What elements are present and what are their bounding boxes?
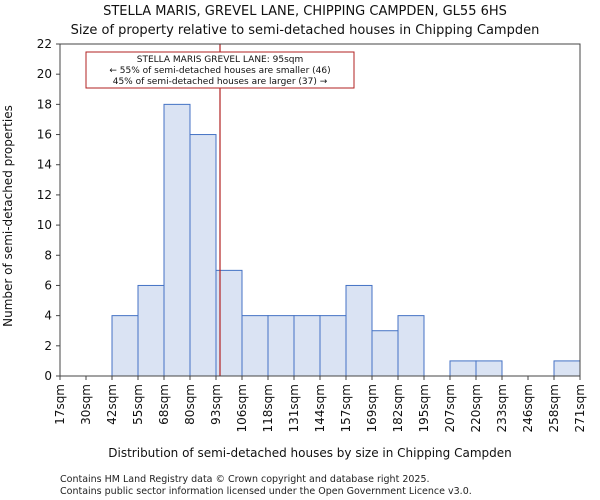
x-tick-label: 106sqm xyxy=(235,384,249,432)
bar-42sqm xyxy=(111,315,139,377)
bar-131sqm xyxy=(293,315,321,377)
chart-subtitle: Size of property relative to semi-detach… xyxy=(71,23,540,38)
x-tick-label: 131sqm xyxy=(287,384,301,432)
bar-220sqm xyxy=(475,360,503,377)
x-tick-label: 93sqm xyxy=(209,384,223,425)
x-tick-label: 195sqm xyxy=(417,384,431,432)
x-axis-ticks: 17sqm 30sqm 42sqm 55sqm 68sqm 80sqm 93sqm 106sq… xyxy=(53,376,587,432)
y-tick-label: 0 xyxy=(44,369,52,383)
annotation-smaller: ← 55% of semi-detached houses are smalle… xyxy=(109,66,330,76)
x-tick-label: 169sqm xyxy=(365,384,379,432)
x-tick-label: 118sqm xyxy=(261,384,275,432)
y-tick-label: 20 xyxy=(37,67,52,81)
footer-line-2: Contains public sector information licen… xyxy=(60,486,472,497)
y-tick-label: 14 xyxy=(37,158,52,172)
x-tick-label: 157sqm xyxy=(339,384,353,432)
y-tick-label: 2 xyxy=(44,339,52,353)
annotation-larger: 45% of semi-detached houses are larger (… xyxy=(113,77,328,87)
annotation-title: STELLA MARIS GREVEL LANE: 95sqm xyxy=(137,55,304,65)
bar-258sqm xyxy=(553,360,581,377)
bars-group xyxy=(111,103,581,377)
chart-title: STELLA MARIS, GREVEL LANE, CHIPPING CAMP… xyxy=(103,4,507,19)
bar-182sqm xyxy=(397,315,425,377)
x-tick-label: 30sqm xyxy=(79,384,93,425)
x-tick-label: 144sqm xyxy=(313,384,327,432)
x-tick-label: 17sqm xyxy=(53,384,67,425)
x-tick-label: 182sqm xyxy=(391,384,405,432)
bar-68sqm xyxy=(163,103,191,377)
y-axis-label: Number of semi-detached properties xyxy=(1,105,15,327)
annotation-box: STELLA MARIS GREVEL LANE: 95sqm ← 55% of… xyxy=(85,51,355,89)
y-tick-label: 4 xyxy=(44,309,52,323)
x-tick-label: 246sqm xyxy=(521,384,535,432)
x-tick-label: 258sqm xyxy=(547,384,561,432)
x-tick-label: 271sqm xyxy=(573,384,587,432)
bar-80sqm xyxy=(189,134,217,377)
x-tick-label: 220sqm xyxy=(469,384,483,432)
bar-169sqm xyxy=(371,330,399,377)
x-tick-label: 80sqm xyxy=(183,384,197,425)
bar-157sqm xyxy=(345,284,373,377)
bar-118sqm xyxy=(267,315,295,377)
x-tick-label: 55sqm xyxy=(131,384,145,425)
y-tick-label: 18 xyxy=(37,97,52,111)
footer-line-1: Contains HM Land Registry data © Crown c… xyxy=(60,474,430,485)
y-tick-label: 10 xyxy=(37,218,52,232)
x-tick-label: 68sqm xyxy=(157,384,171,425)
x-tick-label: 42sqm xyxy=(105,384,119,425)
y-tick-label: 16 xyxy=(37,128,52,142)
bar-55sqm xyxy=(137,284,165,377)
annotation-border xyxy=(85,51,355,89)
bar-106sqm xyxy=(241,315,269,377)
y-tick-label: 8 xyxy=(44,248,52,262)
y-tick-label: 12 xyxy=(37,188,52,202)
x-tick-label: 233sqm xyxy=(495,384,509,432)
bar-207sqm xyxy=(449,360,477,377)
x-tick-label: 207sqm xyxy=(443,384,457,432)
y-axis-ticks: 0 2 4 6 8 10 12 14 16 18 20 22 xyxy=(37,37,60,383)
y-tick-label: 6 xyxy=(44,278,52,292)
y-tick-label: 22 xyxy=(37,37,52,51)
bar-144sqm xyxy=(319,315,347,377)
x-axis-label: Distribution of semi-detached houses by … xyxy=(108,446,511,460)
